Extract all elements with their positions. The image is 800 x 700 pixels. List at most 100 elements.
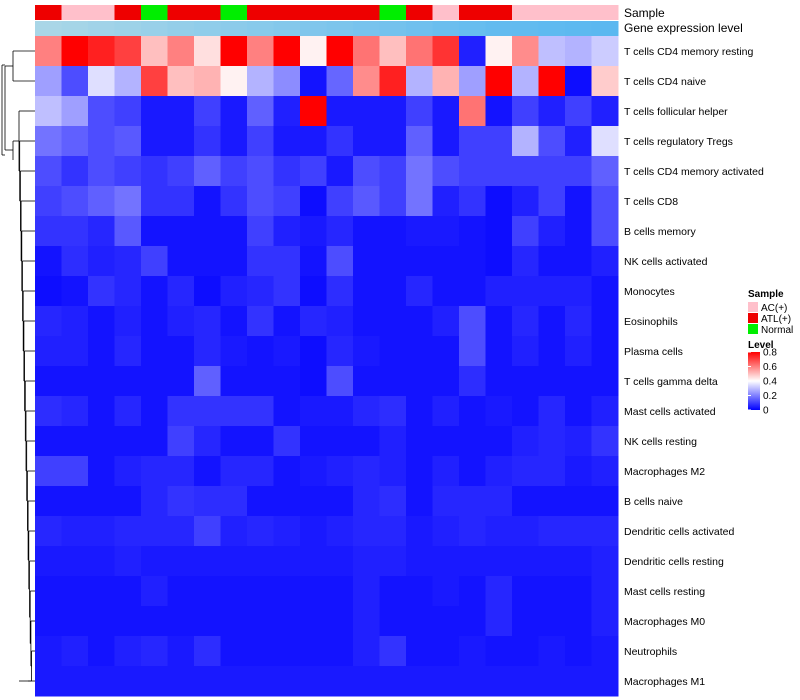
heatmap-cell — [141, 426, 168, 457]
heatmap-cell — [459, 276, 486, 307]
heatmap-cell — [114, 66, 142, 97]
heatmap-cell — [432, 456, 460, 487]
heatmap-cell — [141, 606, 168, 637]
heatmap-cell — [512, 486, 539, 517]
heatmap-cell — [538, 36, 566, 67]
heatmap-cell — [591, 336, 619, 367]
heatmap-cell — [61, 126, 89, 157]
heatmap-cell — [194, 186, 221, 217]
heatmap-cell — [326, 666, 354, 697]
gene-expression-annotation-cell — [406, 21, 433, 36]
heatmap-cell — [326, 66, 354, 97]
heatmap-cell — [141, 246, 168, 277]
heatmap-cell — [141, 276, 168, 307]
heatmap-cell — [247, 636, 274, 667]
heatmap-cell — [485, 366, 513, 397]
heatmap-cell — [512, 396, 539, 427]
sample-annotation-cell — [114, 5, 142, 20]
heatmap-cell — [432, 516, 460, 547]
heatmap-cell — [220, 666, 248, 697]
heatmap-cell — [247, 606, 274, 637]
heatmap-cell — [35, 396, 62, 427]
heatmap-cell — [432, 426, 460, 457]
heatmap-cell — [273, 456, 301, 487]
heatmap-cell — [379, 636, 407, 667]
heatmap-cell — [432, 576, 460, 607]
sample-annotation-cell — [300, 5, 327, 20]
sample-annotation-cell — [141, 5, 168, 20]
heatmap-cell — [565, 576, 592, 607]
heatmap-cell — [512, 336, 539, 367]
heatmap-cell — [88, 336, 115, 367]
heatmap-cell — [565, 306, 592, 337]
gene-expression-annotation-cell — [565, 21, 592, 36]
sample-annotation-cell — [88, 5, 115, 20]
heatmap-cell — [114, 156, 142, 187]
heatmap-cell — [300, 486, 327, 517]
heatmap-cell — [88, 576, 115, 607]
heatmap-cell — [485, 306, 513, 337]
heatmap-cell — [167, 456, 195, 487]
heatmap-cell — [326, 246, 354, 277]
heatmap-cell — [353, 516, 380, 547]
heatmap-cell — [565, 666, 592, 697]
heatmap-cell — [141, 96, 168, 127]
heatmap-cell — [35, 366, 62, 397]
sample-annotation-cell — [194, 5, 221, 20]
heatmap-cell — [538, 636, 566, 667]
row-label: Monocytes — [624, 286, 675, 298]
heatmap-cell — [432, 216, 460, 247]
gene-expression-annotation-cell — [485, 21, 513, 36]
heatmap-cell — [61, 336, 89, 367]
heatmap-cell — [61, 456, 89, 487]
heatmap-cell — [141, 456, 168, 487]
heatmap-cell — [353, 336, 380, 367]
heatmap-cell — [247, 576, 274, 607]
heatmap-cell — [167, 666, 195, 697]
row-label: T cells CD8 — [624, 196, 678, 208]
heatmap-cell — [459, 456, 486, 487]
heatmap-cell — [35, 96, 62, 127]
heatmap-cell — [485, 36, 513, 67]
heatmap-cell — [406, 336, 433, 367]
heatmap-cell — [459, 306, 486, 337]
heatmap-cell — [220, 516, 248, 547]
heatmap-cell — [88, 426, 115, 457]
heatmap-cell — [406, 606, 433, 637]
heatmap-cell — [432, 36, 460, 67]
heatmap-cell — [273, 36, 301, 67]
heatmap-cell — [88, 486, 115, 517]
heatmap-cell — [247, 156, 274, 187]
heatmap-cell — [273, 306, 301, 337]
gene-expression-annotation-label: Gene expression level — [624, 21, 743, 35]
heatmap-cell — [35, 636, 62, 667]
sample-annotation-cell — [220, 5, 248, 20]
heatmap-cell — [565, 336, 592, 367]
heatmap-cell — [88, 96, 115, 127]
heatmap-cell — [220, 156, 248, 187]
heatmap-cell — [406, 66, 433, 97]
heatmap-cell — [194, 96, 221, 127]
heatmap-cell — [220, 276, 248, 307]
heatmap-cell — [167, 96, 195, 127]
legend-level-title: Level — [748, 340, 774, 351]
heatmap-cell — [432, 366, 460, 397]
heatmap-cell — [300, 336, 327, 367]
row-dendrogram — [1, 50, 35, 682]
heatmap-cell — [114, 606, 142, 637]
heatmap-cell — [353, 606, 380, 637]
heatmap-cell — [591, 576, 619, 607]
heatmap-cell — [35, 276, 62, 307]
heatmap-cell — [379, 216, 407, 247]
heatmap-cell — [88, 276, 115, 307]
heatmap-cell — [432, 186, 460, 217]
heatmap-cell — [61, 36, 89, 67]
heatmap-cell — [88, 306, 115, 337]
heatmap-cell — [406, 516, 433, 547]
heatmap-cell — [61, 156, 89, 187]
heatmap-cell — [432, 306, 460, 337]
heatmap-cell — [167, 216, 195, 247]
heatmap-cell — [273, 246, 301, 277]
heatmap-cell — [565, 216, 592, 247]
heatmap-cell — [167, 156, 195, 187]
